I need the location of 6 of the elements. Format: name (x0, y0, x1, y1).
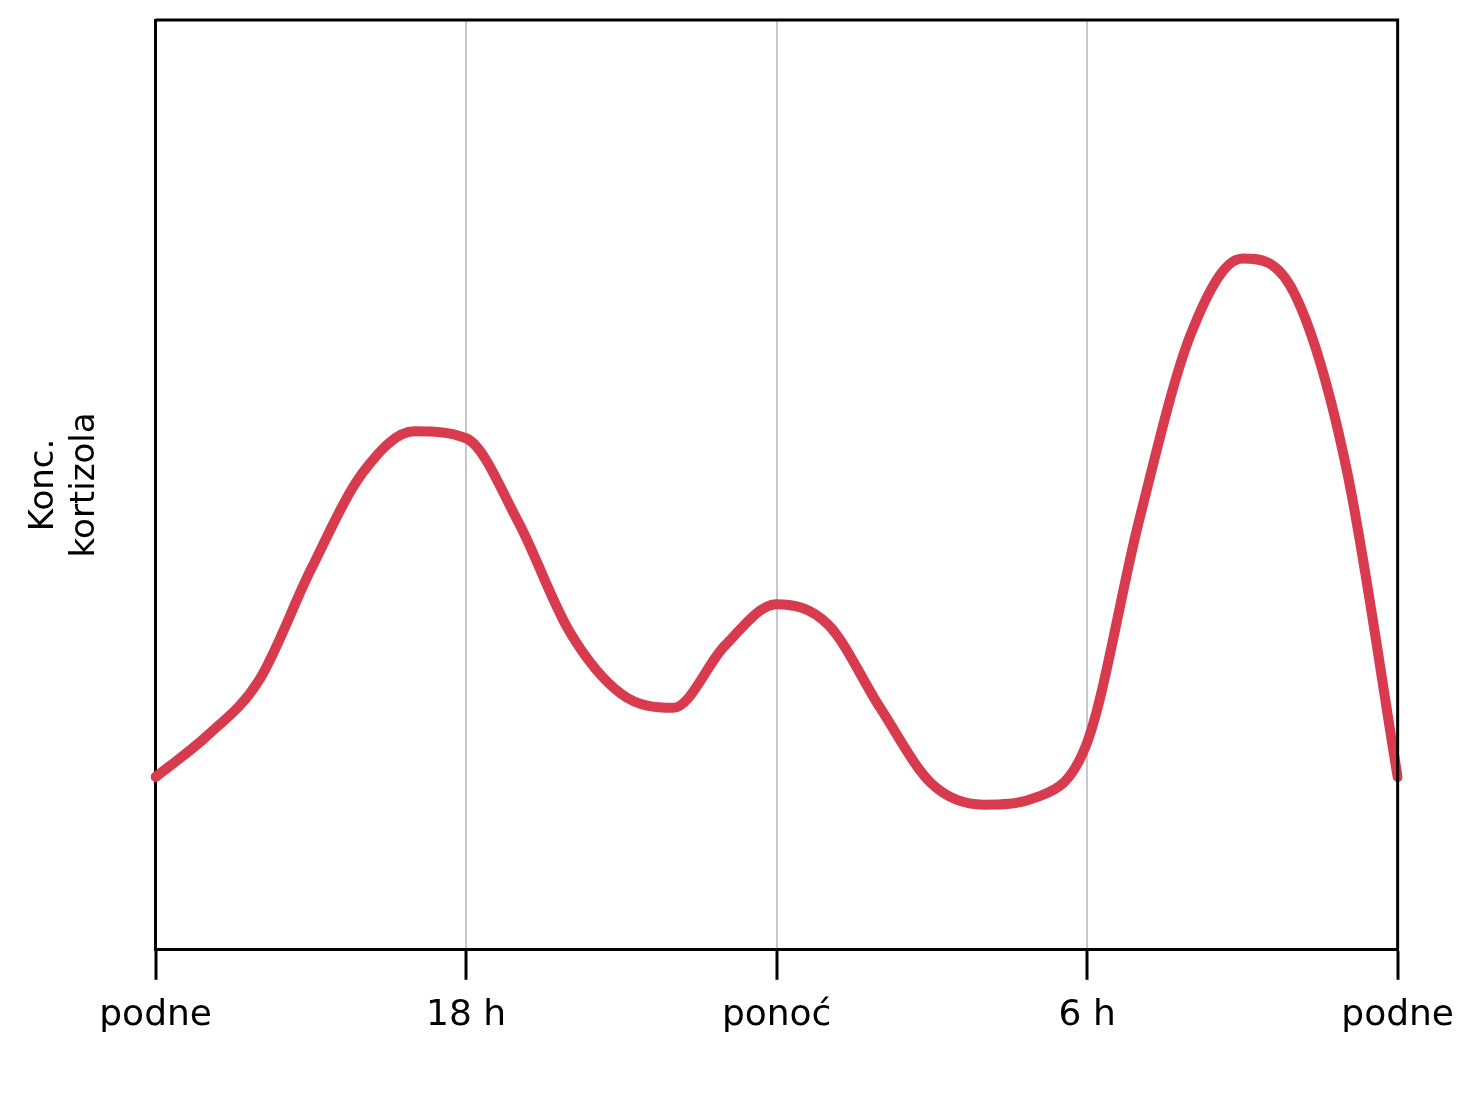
x-tick-label: 6 h (1058, 991, 1116, 1033)
x-tick-label: 18 h (426, 991, 507, 1033)
x-tick-label: ponoć (721, 991, 832, 1033)
x-tick-label: podne (99, 991, 212, 1033)
y-axis-title: Konc. kortizola (21, 412, 103, 558)
x-tick-label: podne (1341, 991, 1454, 1033)
